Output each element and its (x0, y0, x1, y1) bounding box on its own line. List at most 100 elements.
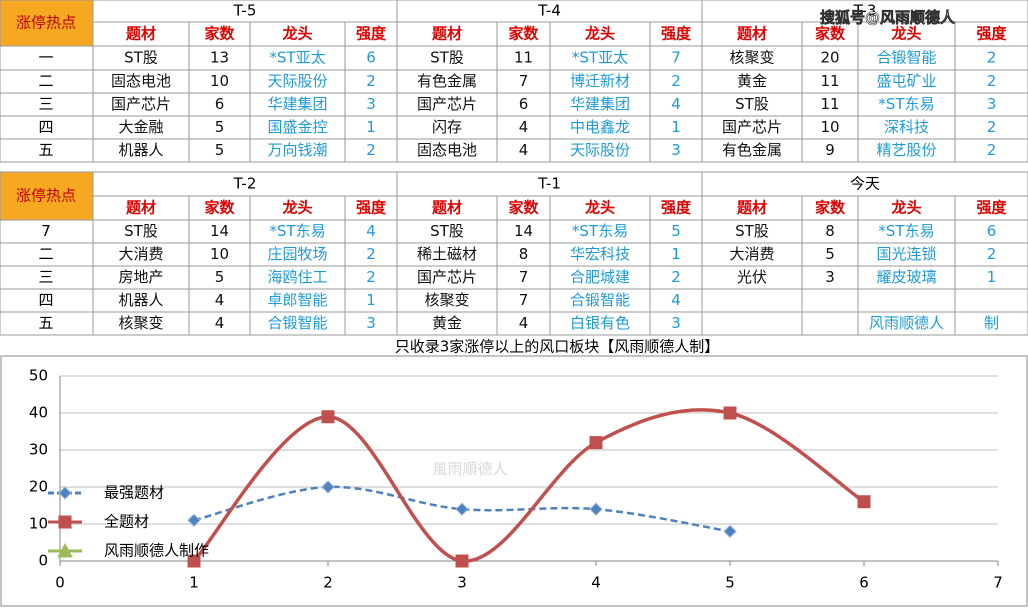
cell: 8 (519, 245, 529, 263)
cell: 5 (825, 245, 835, 263)
cell: 4 (215, 314, 225, 332)
square-marker (187, 554, 201, 568)
leader-cell: 2 (366, 268, 376, 286)
column-header: 家数 (508, 199, 539, 217)
chart-watermark: 風雨順德人 (432, 460, 507, 478)
cell: 机器人 (118, 291, 163, 309)
column-header: 题材 (432, 199, 462, 217)
leader-cell: 1 (366, 118, 376, 136)
group-title: 今天 (850, 175, 880, 193)
x-tick-label: 3 (457, 574, 467, 592)
cell: 国产芯片 (722, 118, 782, 136)
cell: 11 (514, 49, 533, 67)
cell: 闪存 (432, 118, 462, 136)
group-title: T-1 (537, 175, 561, 193)
cell: 固态电池 (417, 141, 477, 159)
cell: 3 (825, 268, 835, 286)
chart-area (0, 355, 1028, 607)
column-header: 龙头 (281, 199, 312, 217)
column-header: 题材 (432, 25, 462, 43)
column-header: 龙头 (281, 25, 312, 43)
cell: 10 (210, 245, 229, 263)
row-label: 五 (38, 141, 53, 159)
cell: 大消费 (729, 245, 774, 263)
leader-cell: 1 (671, 245, 681, 263)
cell: 5 (215, 268, 225, 286)
x-tick-label: 2 (323, 574, 333, 592)
leader-cell: 卓郎智能 (267, 291, 327, 309)
leader-cell: 合肥城建 (570, 268, 630, 286)
row-label: 四 (38, 291, 53, 309)
cell: ST股 (124, 222, 158, 240)
column-header: 题材 (737, 199, 767, 217)
leader-cell: 白银有色 (570, 314, 630, 332)
y-tick-label: 20 (29, 478, 48, 496)
cell: 稀土磁材 (417, 245, 477, 263)
leader-cell: 1 (671, 118, 681, 136)
column-header: 题材 (126, 199, 156, 217)
cell: 7 (519, 291, 529, 309)
leader-cell: 中电鑫龙 (570, 118, 630, 136)
legend-label: 风雨顺德人制作 (104, 542, 209, 560)
leader-cell: 风雨顺德人 (869, 314, 944, 332)
cell: ST股 (735, 95, 769, 113)
group-title: T-2 (233, 175, 257, 193)
square-marker (455, 554, 469, 568)
row-label: 二 (38, 245, 53, 263)
x-tick-label: 5 (725, 574, 735, 592)
leader-cell: 2 (987, 72, 997, 90)
x-tick-label: 4 (591, 574, 601, 592)
corner-label: 涨停热点 (16, 14, 76, 32)
leader-cell: 4 (366, 222, 376, 240)
column-header: 强度 (976, 199, 1007, 217)
cell: 4 (215, 291, 225, 309)
cell: 7 (519, 72, 529, 90)
cell: 8 (825, 222, 835, 240)
cell: 10 (820, 118, 839, 136)
column-header: 强度 (976, 25, 1007, 43)
row-label: 一 (38, 49, 53, 67)
leader-cell: 制 (984, 314, 999, 332)
leader-cell: 合锻智能 (876, 49, 936, 67)
leader-cell: 天际股份 (570, 141, 630, 159)
square-marker (723, 406, 737, 420)
cell: 核聚变 (118, 314, 163, 332)
leader-cell: 3 (987, 95, 997, 113)
leader-cell: 国光连锁 (876, 245, 936, 263)
y-tick-label: 0 (38, 552, 48, 570)
column-header: 题材 (126, 25, 156, 43)
square-marker (857, 495, 871, 509)
cell: ST股 (430, 222, 464, 240)
leader-cell: 万向钱潮 (267, 141, 327, 159)
leader-cell: 2 (366, 245, 376, 263)
cell: 有色金属 (417, 72, 477, 90)
square-marker (321, 410, 335, 424)
leader-cell: 海鸥住工 (267, 268, 327, 286)
leader-cell: 3 (671, 141, 681, 159)
cell: 国产芯片 (417, 268, 477, 286)
cell: 大消费 (118, 245, 163, 263)
column-header: 家数 (815, 25, 846, 43)
leader-cell: *ST东易 (878, 222, 934, 240)
column-header: 龙头 (890, 25, 921, 43)
cell: 4 (519, 118, 529, 136)
leader-cell: 2 (987, 118, 997, 136)
cell: 光伏 (737, 268, 767, 286)
cell: 房地产 (118, 268, 163, 286)
leader-cell: 1 (987, 268, 997, 286)
leader-cell: *ST东易 (269, 222, 325, 240)
legend-label: 最强题材 (104, 484, 164, 502)
column-header: 龙头 (584, 25, 615, 43)
leader-cell: *ST东易 (572, 222, 628, 240)
cell: ST股 (124, 49, 158, 67)
column-header: 龙头 (890, 199, 921, 217)
cell: 14 (514, 222, 533, 240)
cell: 黄金 (432, 314, 462, 332)
column-header: 家数 (508, 25, 539, 43)
leader-cell: *ST亚太 (572, 49, 628, 67)
group-title: T-3 (853, 2, 877, 20)
corner-label: 涨停热点 (16, 187, 76, 205)
series-line (193, 485, 731, 533)
cell: 核聚变 (729, 49, 774, 67)
